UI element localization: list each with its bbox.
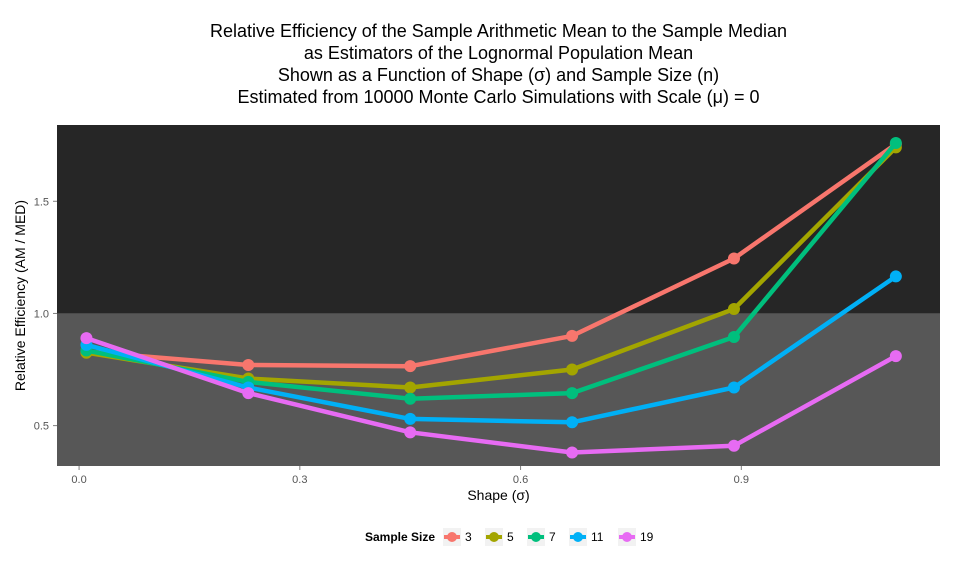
data-point — [242, 359, 255, 372]
y-tick-label: 1.5 — [34, 196, 49, 208]
title-line: Estimated from 10000 Monte Carlo Simulat… — [237, 87, 760, 107]
data-point — [404, 392, 417, 405]
series-line — [84, 274, 899, 425]
x-axis: 0.0 0.3 0.6 0.9 — [71, 466, 749, 486]
data-point — [80, 332, 93, 345]
legend-key-point — [573, 532, 583, 542]
x-axis-title: Shape (σ) — [467, 487, 529, 503]
y-axis: 0.5 1.0 1.5 — [34, 196, 57, 433]
legend-key-point — [531, 532, 541, 542]
x-tick-label: 0.0 — [71, 474, 86, 486]
legend-item: 7 — [527, 528, 556, 546]
data-point — [727, 381, 740, 394]
legend-key-point — [622, 532, 632, 542]
legend-title: Sample Size — [365, 530, 435, 544]
legend-item: 5 — [485, 528, 514, 546]
background-upper-region — [57, 125, 940, 314]
data-point — [727, 302, 740, 315]
legend-key-point — [489, 532, 499, 542]
data-point — [889, 270, 902, 283]
data-point — [566, 416, 579, 429]
data-point — [889, 136, 902, 149]
series-line — [84, 141, 899, 369]
data-point — [404, 426, 417, 439]
legend-label: 7 — [549, 530, 556, 544]
data-point — [566, 446, 579, 459]
title-line: Relative Efficiency of the Sample Arithm… — [210, 21, 787, 41]
data-point — [242, 387, 255, 400]
data-point — [889, 350, 902, 363]
data-point — [566, 363, 579, 376]
chart-title: Relative Efficiency of the Sample Arithm… — [57, 20, 940, 108]
data-point — [404, 360, 417, 373]
x-tick-label: 0.9 — [734, 474, 749, 486]
series-layer — [80, 136, 902, 459]
series-7 — [80, 136, 902, 405]
series-19 — [80, 332, 902, 459]
data-point — [727, 439, 740, 452]
legend: Sample Size 3 5 7 11 19 — [365, 528, 654, 546]
y-tick-label: 1.0 — [34, 308, 49, 320]
legend-item: 11 — [569, 528, 604, 546]
legend-label: 5 — [507, 530, 514, 544]
legend-item: 3 — [443, 528, 472, 546]
y-tick-label: 0.5 — [34, 421, 49, 433]
y-axis-title: Relative Efficiency (AM / MED) — [12, 200, 28, 391]
data-point — [727, 331, 740, 344]
background-lower-region — [57, 313, 940, 466]
legend-label: 3 — [465, 530, 472, 544]
series-line — [84, 145, 899, 390]
series-11 — [80, 270, 902, 429]
data-point — [404, 412, 417, 425]
title-line: as Estimators of the Lognormal Populatio… — [303, 43, 694, 63]
legend-item: 19 — [618, 528, 654, 546]
data-point — [404, 381, 417, 394]
data-point — [566, 329, 579, 342]
data-point — [566, 387, 579, 400]
legend-key-point — [447, 532, 457, 542]
legend-label: 19 — [640, 530, 654, 544]
legend-label: 11 — [591, 530, 604, 544]
x-tick-label: 0.3 — [292, 474, 307, 486]
series-line — [84, 140, 899, 401]
title-line: Shown as a Function of Shape (σ) and Sam… — [277, 65, 720, 85]
data-point — [727, 252, 740, 265]
series-line — [84, 335, 899, 455]
x-tick-label: 0.6 — [513, 474, 528, 486]
